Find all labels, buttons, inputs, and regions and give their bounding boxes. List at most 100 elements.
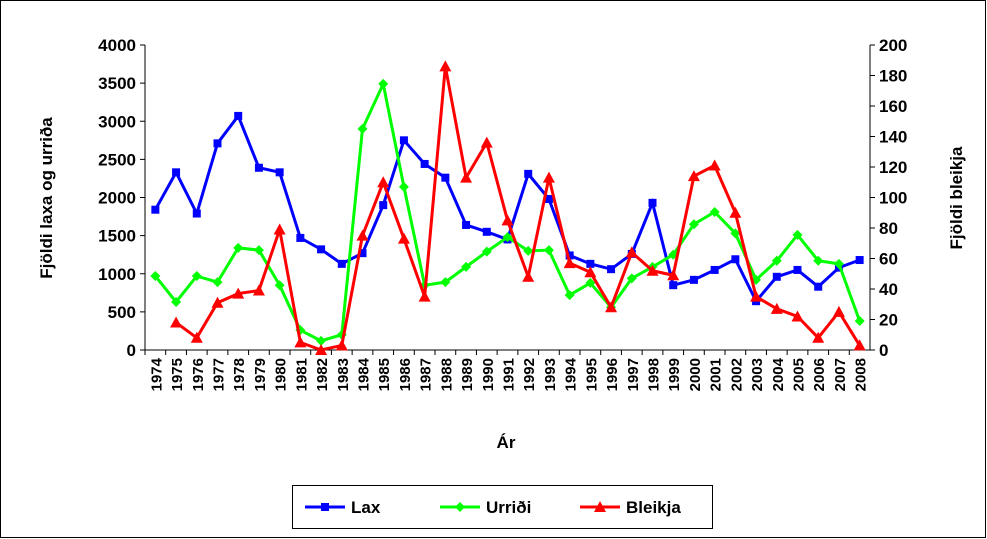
y2-tick-label: 120 (879, 158, 907, 177)
data-point (252, 284, 265, 296)
x-tick-label: 2007 (832, 358, 849, 391)
x-tick-label: 2001 (708, 358, 725, 391)
y2-tick-label: 60 (879, 250, 898, 269)
y2-tick-label: 100 (879, 189, 907, 208)
data-point (482, 227, 491, 236)
data-point (315, 344, 328, 355)
data-point (294, 336, 307, 348)
data-point (814, 282, 823, 291)
x-axis-title: Ár (497, 433, 516, 452)
x-tick-label: 1983 (335, 358, 352, 391)
data-point (626, 273, 637, 284)
data-point (730, 228, 741, 239)
data-point (688, 219, 699, 230)
x-tick-label: 1996 (604, 358, 621, 391)
data-point (190, 331, 203, 343)
legend-label: Bleikja (626, 498, 681, 517)
y-tick-label: 500 (108, 303, 136, 322)
data-point (232, 287, 245, 299)
data-point (791, 310, 804, 322)
data-point (771, 255, 782, 266)
data-point (648, 198, 657, 207)
data-point (420, 159, 429, 168)
data-point (211, 296, 224, 308)
x-tick-label: 1980 (273, 358, 290, 391)
y-tick-label: 3500 (98, 74, 136, 93)
data-point (192, 209, 201, 218)
y-tick-label: 3000 (98, 112, 136, 131)
legend-marker (594, 501, 606, 512)
y-tick-label: 1000 (98, 265, 136, 284)
series-line (175, 66, 861, 352)
data-point (171, 296, 182, 307)
data-point (833, 258, 844, 269)
data-point (151, 205, 160, 214)
data-point (212, 277, 223, 288)
x-tick-label: 1985 (376, 358, 393, 391)
data-point (543, 245, 554, 256)
data-point (667, 269, 680, 281)
data-point (729, 206, 742, 218)
x-tick-label: 1974 (148, 357, 165, 391)
x-tick-label: 1995 (583, 358, 600, 391)
x-tick-label: 1989 (459, 358, 476, 391)
x-tick-label: 1993 (542, 358, 559, 391)
y-tick-label: 2000 (98, 189, 136, 208)
data-point (687, 170, 700, 182)
data-point (772, 272, 781, 281)
x-tick-label: 1999 (666, 358, 683, 391)
legend-marker (321, 503, 329, 511)
y2-tick-label: 0 (879, 341, 888, 360)
data-point (191, 271, 202, 282)
x-tick-label: 1982 (314, 358, 331, 391)
data-point (480, 136, 493, 148)
data-point (709, 206, 720, 217)
legend-marker (455, 502, 465, 512)
data-point (584, 266, 597, 278)
data-point (523, 245, 534, 256)
data-point (565, 251, 574, 260)
data-point (273, 223, 286, 235)
data-point (522, 270, 535, 282)
y2-axis-title: Fjöldi bleikja (947, 146, 966, 250)
data-point (502, 232, 513, 243)
y2-tick-label: 200 (879, 36, 907, 55)
x-tick-label: 1981 (293, 358, 310, 391)
y2-tick-label: 140 (879, 128, 907, 147)
data-point (254, 163, 263, 172)
data-point (460, 171, 473, 183)
y2-tick-label: 180 (879, 67, 907, 86)
x-tick-label: 1976 (190, 358, 207, 391)
data-point (170, 316, 183, 328)
x-tick-label: 1992 (521, 358, 538, 391)
x-tick-label: 1984 (356, 357, 373, 391)
data-point (607, 265, 616, 274)
data-point (793, 265, 802, 274)
x-tick-label: 2005 (791, 358, 808, 391)
legend-label: Urriði (486, 498, 531, 517)
x-tick-label: 1988 (438, 358, 455, 391)
data-point (854, 316, 865, 327)
data-point (564, 290, 575, 301)
data-point (462, 220, 471, 229)
y-tick-label: 1500 (98, 227, 136, 246)
data-point (813, 255, 824, 266)
x-tick-label: 2004 (770, 357, 787, 391)
data-point (379, 201, 388, 210)
data-point (275, 168, 284, 177)
x-tick-label: 1997 (625, 358, 642, 391)
data-point (563, 257, 576, 269)
data-point (669, 281, 678, 290)
data-point (150, 271, 161, 282)
data-point (274, 280, 285, 291)
data-point (358, 249, 367, 258)
data-point (544, 195, 553, 204)
data-point (356, 229, 369, 241)
data-point (750, 290, 763, 302)
x-tick-label: 2002 (728, 358, 745, 391)
data-point (792, 229, 803, 240)
data-point (605, 301, 618, 313)
data-point (234, 111, 243, 120)
